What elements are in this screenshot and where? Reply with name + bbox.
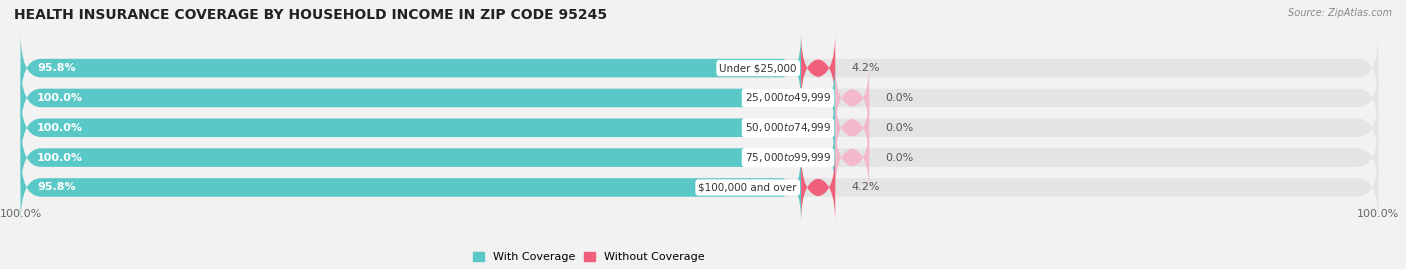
Text: 4.2%: 4.2% [852,182,880,192]
FancyBboxPatch shape [21,122,835,193]
Text: Source: ZipAtlas.com: Source: ZipAtlas.com [1288,8,1392,18]
FancyBboxPatch shape [21,92,835,163]
FancyBboxPatch shape [21,33,801,104]
FancyBboxPatch shape [801,152,835,223]
Text: $75,000 to $99,999: $75,000 to $99,999 [745,151,831,164]
Text: 100.0%: 100.0% [37,93,83,103]
Text: 0.0%: 0.0% [886,93,914,103]
FancyBboxPatch shape [21,33,1378,104]
FancyBboxPatch shape [835,122,869,193]
FancyBboxPatch shape [21,62,835,133]
Text: Under $25,000: Under $25,000 [720,63,797,73]
FancyBboxPatch shape [21,152,801,223]
FancyBboxPatch shape [835,62,869,133]
FancyBboxPatch shape [21,62,1378,133]
Text: 0.0%: 0.0% [886,123,914,133]
Legend: With Coverage, Without Coverage: With Coverage, Without Coverage [468,248,709,267]
Text: 95.8%: 95.8% [37,182,76,192]
Text: $100,000 and over: $100,000 and over [699,182,797,192]
Text: 100.0%: 100.0% [37,153,83,162]
FancyBboxPatch shape [801,33,835,104]
Text: 4.2%: 4.2% [852,63,880,73]
Text: HEALTH INSURANCE COVERAGE BY HOUSEHOLD INCOME IN ZIP CODE 95245: HEALTH INSURANCE COVERAGE BY HOUSEHOLD I… [14,8,607,22]
Text: $25,000 to $49,999: $25,000 to $49,999 [745,91,831,104]
FancyBboxPatch shape [21,122,1378,193]
FancyBboxPatch shape [21,92,1378,163]
FancyBboxPatch shape [21,152,1378,223]
Text: 100.0%: 100.0% [37,123,83,133]
FancyBboxPatch shape [835,92,869,163]
Text: 100.0%: 100.0% [1357,209,1399,219]
Text: $50,000 to $74,999: $50,000 to $74,999 [745,121,831,134]
Text: 95.8%: 95.8% [37,63,76,73]
Text: 0.0%: 0.0% [886,153,914,162]
Text: 100.0%: 100.0% [0,209,42,219]
